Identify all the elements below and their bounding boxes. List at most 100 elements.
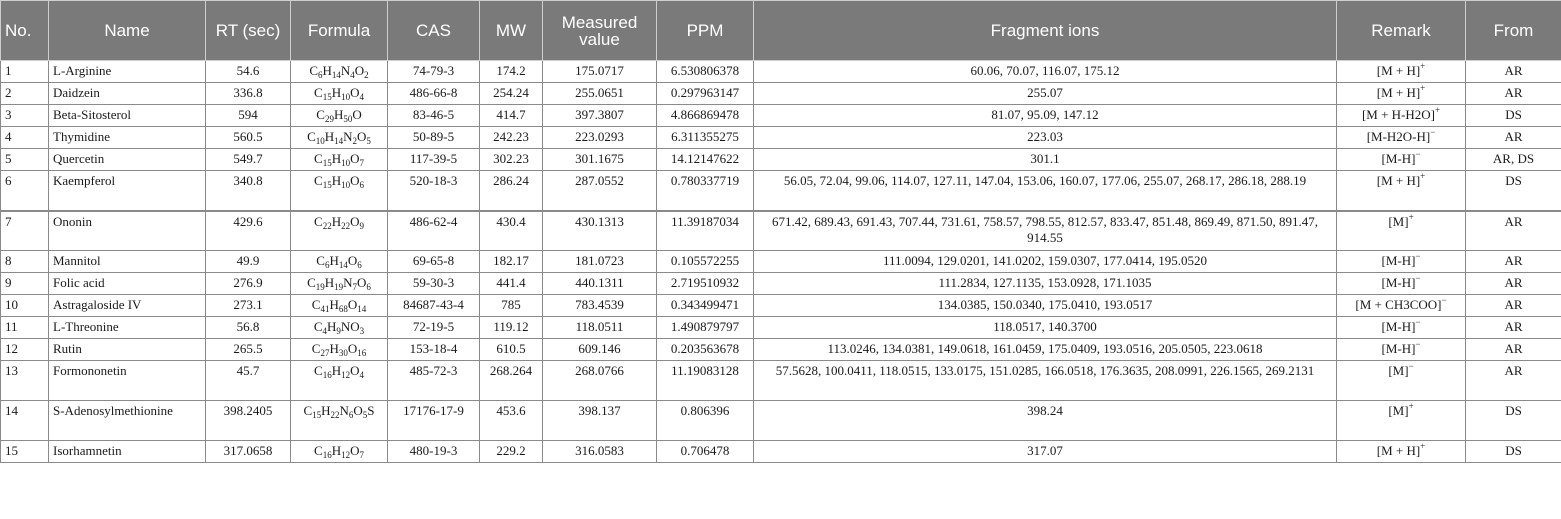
- cell-formula: C4H9NO3: [290, 316, 388, 339]
- cell-formula: C16H12O4: [290, 360, 388, 401]
- cell-rt: 45.7: [205, 360, 291, 401]
- cell-fragment-ions: 255.07: [753, 82, 1337, 105]
- cell-fragment-ions: 134.0385, 150.0340, 175.0410, 193.0517: [753, 294, 1337, 317]
- formula-count: 6: [357, 260, 362, 270]
- cell-name: Quercetin: [48, 148, 206, 171]
- formula-element: H: [331, 151, 342, 166]
- formula-element: O: [350, 213, 360, 229]
- header-remark: Remark: [1336, 0, 1466, 61]
- cell-no: 9: [0, 272, 49, 295]
- formula-count: 10: [341, 158, 351, 168]
- formula-element: N: [339, 403, 349, 418]
- formula-count: 14: [338, 260, 348, 270]
- cell-mw: 229.2: [479, 440, 543, 463]
- cell-remark: [M-H]−: [1336, 148, 1466, 171]
- cell-fragment-ions: 317.07: [753, 440, 1337, 463]
- formula-count: 7: [359, 158, 364, 168]
- table-row: 4 Thymidine 560.5 C10H14N2O5 50-89-5 242.23 22…: [0, 126, 1561, 149]
- table-row: 9 Folic acid 276.9 C19H19N7O6 59-30-3 441.4 44…: [0, 272, 1561, 295]
- cell-remark: [M + H]+: [1336, 82, 1466, 105]
- cell-name: Rutin: [48, 338, 206, 361]
- formula-count: 6: [324, 260, 330, 270]
- header-formula: Formula: [290, 0, 388, 61]
- remark-ion: [M]: [1388, 363, 1409, 378]
- cell-from: AR: [1465, 338, 1561, 361]
- cell-from: AR: [1465, 360, 1561, 401]
- formula-element: O: [350, 173, 360, 188]
- cell-remark: [M-H2O-H]−: [1336, 126, 1466, 149]
- cell-ppm: 0.806396: [656, 400, 754, 441]
- cell-measured-value: 175.0717: [542, 60, 657, 83]
- formula-count: 15: [322, 180, 332, 190]
- table-row: 7 Ononin 429.6 C22H22O9 486-62-4 430.4 430.131…: [0, 209, 1561, 251]
- cell-formula: C16H12O7: [290, 440, 388, 463]
- formula-count: 7: [352, 282, 358, 292]
- cell-mw: 610.5: [479, 338, 543, 361]
- cell-ppm: 14.12147622: [656, 148, 754, 171]
- cell-rt: 594: [205, 104, 291, 127]
- formula-element: O: [352, 107, 362, 122]
- cell-fragment-ions: 301.1: [753, 148, 1337, 171]
- remark-charge: −: [1415, 339, 1421, 349]
- cell-mw: 242.23: [479, 126, 543, 149]
- cell-name: L-Arginine: [48, 60, 206, 83]
- remark-ion: [M-H]: [1381, 319, 1416, 334]
- formula-count: 2: [352, 136, 358, 146]
- formula-element: H: [327, 319, 337, 334]
- cell-remark: [M-H]−: [1336, 338, 1466, 361]
- cell-from: AR: [1465, 272, 1561, 295]
- cell-measured-value: 181.0723: [542, 250, 657, 273]
- cell-ppm: 11.19083128: [656, 360, 754, 401]
- cell-name: Thymidine: [48, 126, 206, 149]
- cell-fragment-ions: 60.06, 70.07, 116.07, 175.12: [753, 60, 1337, 83]
- cell-ppm: 0.105572255: [656, 250, 754, 273]
- cell-from: AR: [1465, 316, 1561, 339]
- remark-charge: +: [1420, 83, 1426, 93]
- remark-ion: [M + H]: [1376, 63, 1421, 78]
- cell-fragment-ions: 111.0094, 129.0201, 141.0202, 159.0307, …: [753, 250, 1337, 273]
- cell-from: DS: [1465, 170, 1561, 211]
- cell-fragment-ions: 56.05, 72.04, 99.06, 114.07, 127.11, 147…: [753, 170, 1337, 211]
- table-row: 8 Mannitol 49.9 C6H14O6 69-65-8 182.17 181.072…: [0, 250, 1561, 273]
- cell-formula: C6H14O6: [290, 250, 388, 273]
- formula-count: 5: [366, 136, 371, 146]
- cell-no: 4: [0, 126, 49, 149]
- formula-element: C: [314, 85, 323, 100]
- cell-ppm: 2.719510932: [656, 272, 754, 295]
- formula-element: C: [314, 443, 323, 458]
- cell-cas: 17176-17-9: [387, 400, 480, 441]
- formula-element: O: [350, 85, 360, 100]
- formula-count: 15: [322, 92, 332, 102]
- formula-count: 16: [322, 450, 332, 460]
- formula-element: C: [311, 341, 321, 356]
- cell-remark: [M]+: [1336, 209, 1466, 251]
- formula-count: 7: [359, 450, 364, 460]
- cell-rt: 398.2405: [205, 400, 291, 441]
- remark-charge: +: [1420, 171, 1426, 181]
- remark-ion: [M]: [1388, 403, 1409, 418]
- cell-measured-value: 301.1675: [542, 148, 657, 171]
- cell-rt: 56.8: [205, 316, 291, 339]
- formula-count: 10: [341, 180, 351, 190]
- formula-element: O: [350, 363, 360, 378]
- formula-count: 41: [320, 304, 330, 314]
- table-row: 3 Beta-Sitosterol 594 C29H50O 83-46-5 414.7 39…: [0, 104, 1561, 127]
- formula-element: H: [329, 253, 339, 268]
- cell-from: AR: [1465, 209, 1561, 251]
- remark-ion: [M-H]: [1381, 275, 1416, 290]
- compound-table: No. Name RT (sec) Formula CAS MW Measure…: [0, 0, 1561, 463]
- cell-name: Kaempferol: [48, 170, 206, 211]
- cell-measured-value: 287.0552: [542, 170, 657, 211]
- formula-element: O: [357, 275, 367, 290]
- table-row: 6 Kaempferol 340.8 C15H10O6 520-18-3 286.24 28…: [0, 170, 1561, 211]
- remark-charge: +: [1420, 441, 1426, 451]
- formula-count: 2: [364, 70, 369, 80]
- formula-element: N: [343, 129, 353, 144]
- cell-fragment-ions: 111.2834, 127.1135, 153.0928, 171.1035: [753, 272, 1337, 295]
- cell-mw: 268.264: [479, 360, 543, 401]
- cell-name: Ononin: [48, 209, 206, 251]
- cell-formula: C19H19N7O6: [290, 272, 388, 295]
- formula-element: S: [367, 403, 375, 418]
- cell-ppm: 1.490879797: [656, 316, 754, 339]
- remark-charge: −: [1430, 127, 1436, 137]
